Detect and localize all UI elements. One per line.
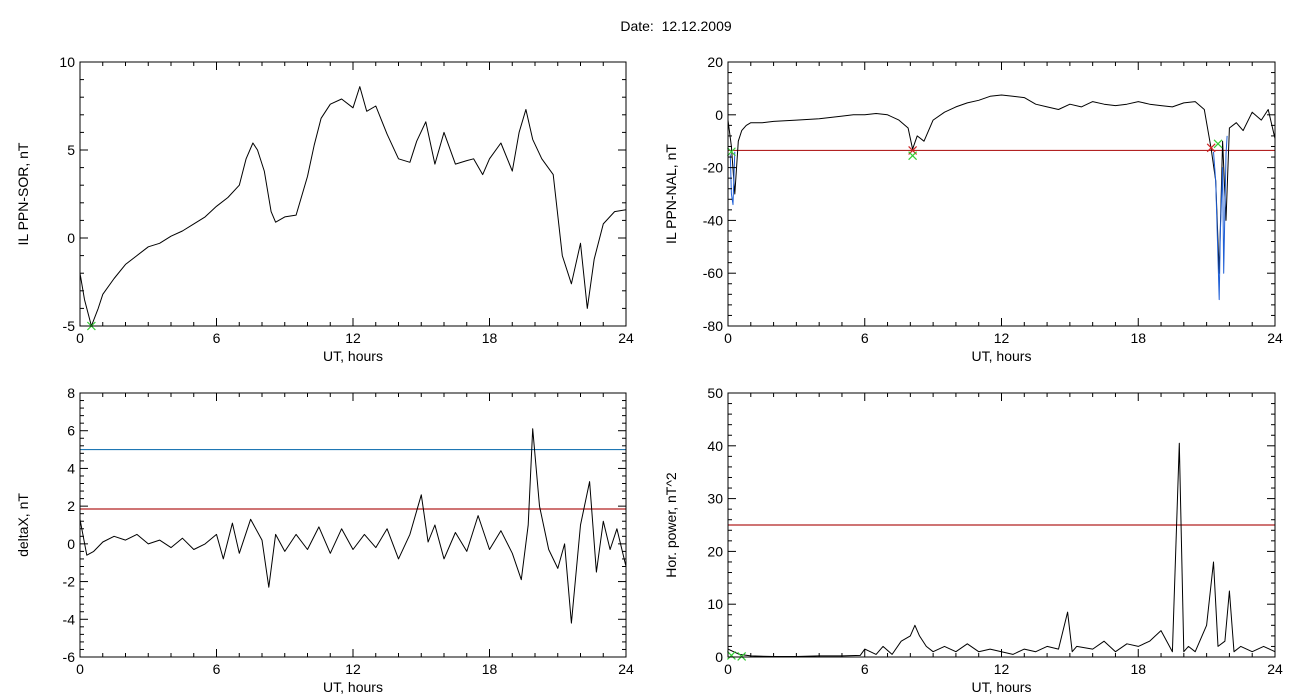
y-tick-label: -4 [63,611,76,627]
x-tick-label: 6 [213,330,221,346]
y-tick-label: 6 [67,423,75,439]
series-line-1 [80,428,626,624]
x-tick-label: 24 [1267,661,1283,677]
y-tick-label: 0 [67,536,75,552]
series-line-1 [728,442,1275,657]
y-tick-label: 5 [67,142,75,158]
y-tick-label: 8 [67,385,75,401]
y-tick-label: 40 [707,438,723,454]
marker-1 [726,147,736,157]
x-tick-label: 6 [213,661,221,677]
x-tick-label: 12 [994,661,1010,677]
x-tick-label: 6 [861,661,869,677]
y-tick-label: 20 [707,543,723,559]
y-tick-label: 2 [67,498,75,514]
series-line-2 [1213,135,1228,301]
marker-4 [1206,143,1216,153]
x-tick-label: 18 [1130,661,1146,677]
panel-4: 0 6 12 18 24 0 10 20 30 40 50 UT, hours Hor. power, … [663,385,1283,695]
y-tick-label: -5 [63,318,76,334]
y-tick-label: 0 [715,649,723,665]
page-title: Date: 12.12.2009 [620,18,732,34]
plot-frame [79,392,627,658]
y-tick-label: -6 [63,649,76,665]
x-tick-label: 18 [1130,330,1146,346]
y-tick-label: 20 [707,54,723,70]
marker-1 [726,650,736,660]
x-axis-label: UT, hours [323,679,383,695]
y-axis-label: IL PPN-SOR, nT [15,142,31,245]
y-axis-label: IL PPN-NAL, nT [663,144,679,244]
x-axis-label: UT, hours [972,679,1032,695]
x-axis-label: UT, hours [972,348,1032,364]
y-tick-label: -20 [703,160,723,176]
series-line-3 [729,151,736,206]
x-tick-label: 12 [345,661,361,677]
x-tick-label: 0 [76,661,84,677]
y-tick-label: -60 [703,265,723,281]
x-tick-label: 0 [724,661,732,677]
x-tick-label: 12 [345,330,361,346]
y-tick-label: 30 [707,491,723,507]
y-tick-label: 4 [67,460,75,476]
y-tick-label: -40 [703,212,723,228]
y-axis-label: Hor. power, nT^2 [663,472,679,578]
x-tick-label: 24 [1267,330,1283,346]
x-axis-label: UT, hours [323,348,383,364]
y-tick-label: 0 [715,107,723,123]
x-tick-label: 24 [618,661,634,677]
x-tick-label: 6 [861,330,869,346]
x-tick-label: 12 [994,330,1010,346]
panel-2: 0 6 12 18 24 -80 -60 -40 -20 0 20 UT, hours IL PPN-N… [663,54,1283,364]
plot-frame [79,61,627,327]
y-tick-label: 50 [707,385,723,401]
series-line-1 [80,86,626,326]
x-tick-label: 18 [482,330,498,346]
x-tick-label: 18 [482,661,498,677]
marker-3 [908,151,918,161]
marker-2 [737,652,747,661]
series-line-1 [728,94,1275,274]
y-tick-label: -2 [63,574,76,590]
y-tick-label: -80 [703,318,723,334]
x-tick-label: 24 [618,330,634,346]
y-tick-label: 0 [67,230,75,246]
x-tick-label: 0 [76,330,84,346]
y-tick-label: 10 [707,596,723,612]
marker-5 [1213,139,1223,149]
y-tick-label: 10 [59,54,75,70]
x-tick-label: 0 [724,330,732,346]
y-axis-label: deltaX, nT [15,493,31,557]
